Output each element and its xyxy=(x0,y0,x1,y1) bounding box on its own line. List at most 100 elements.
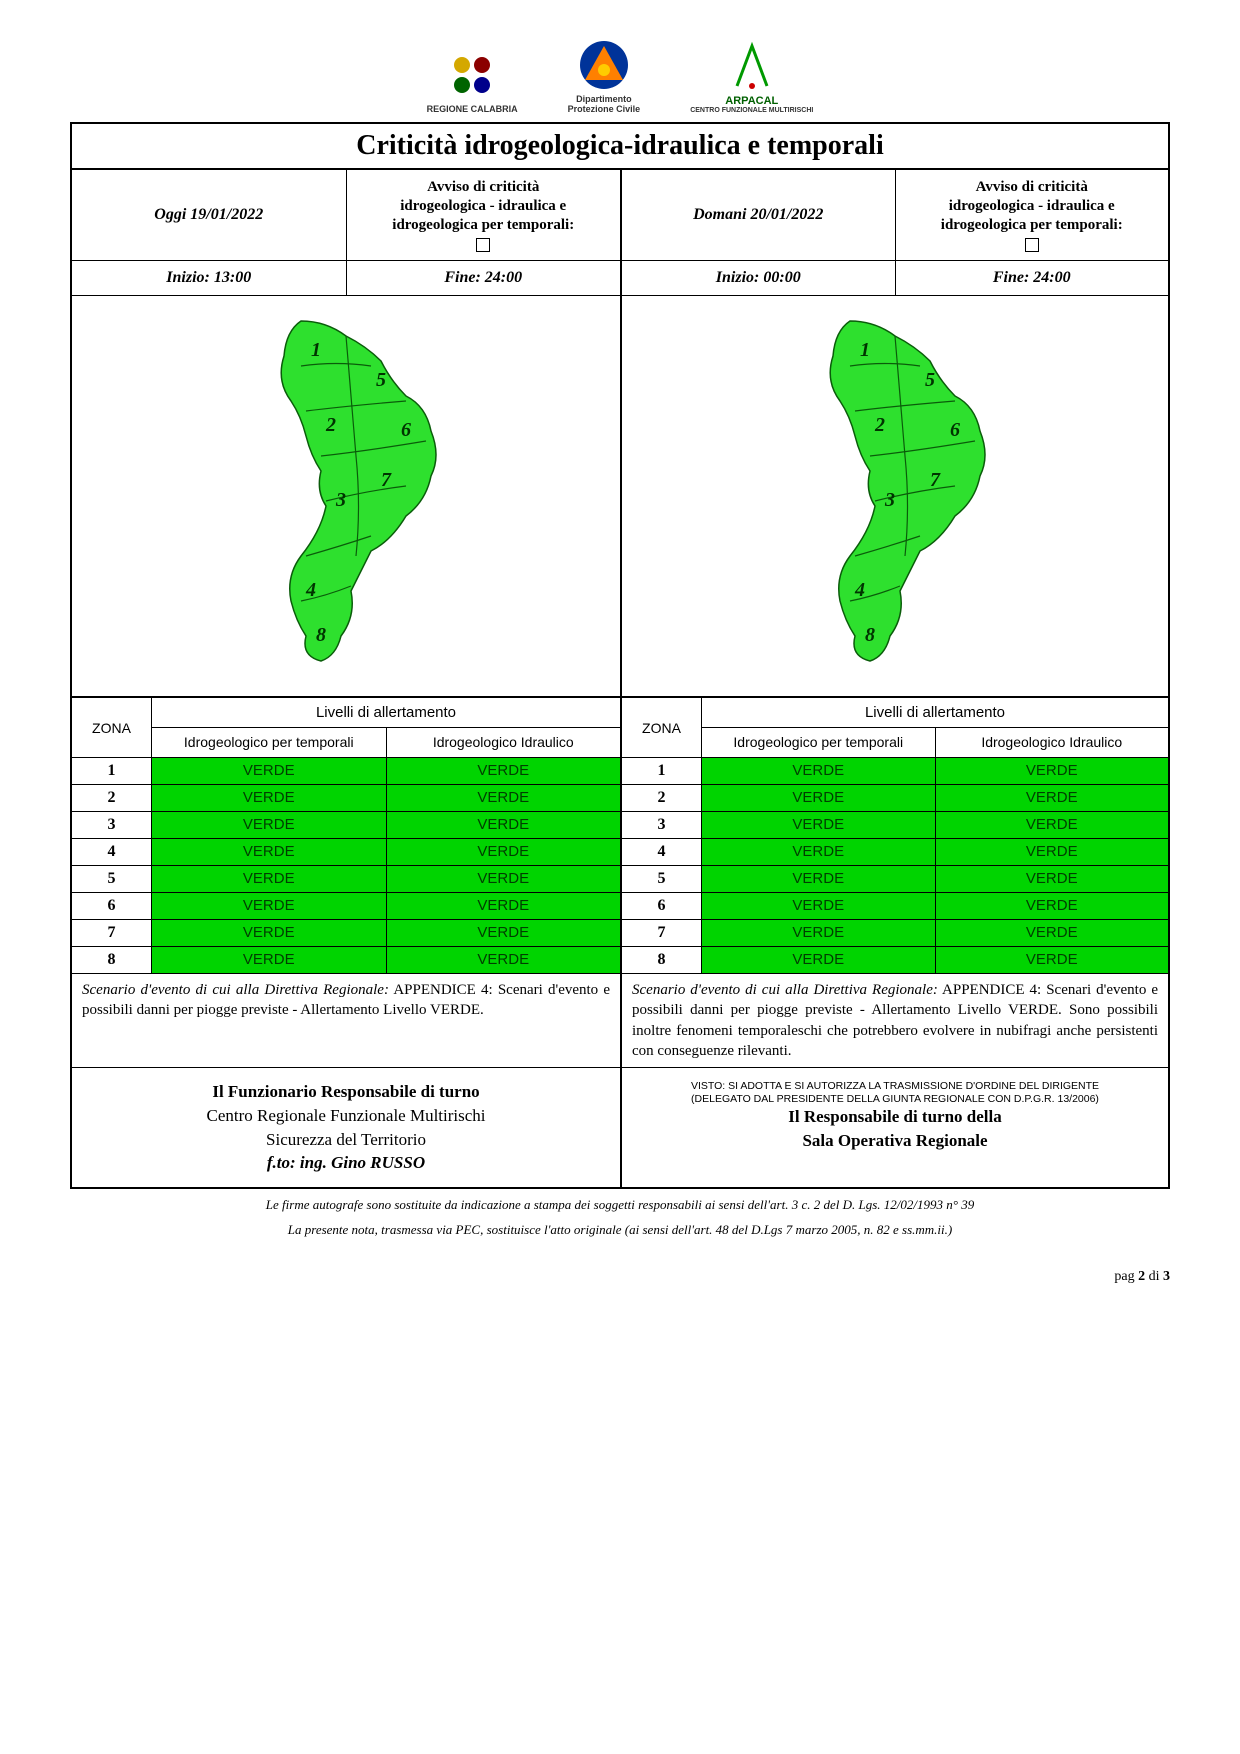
livelli-title-tomorrow: Livelli di allertamento xyxy=(702,698,1168,728)
alert-temp-tomorrow: VERDE xyxy=(702,893,935,919)
zona-cell: 7 xyxy=(622,920,702,946)
alert-temp-today: VERDE xyxy=(152,893,386,919)
svg-text:4: 4 xyxy=(305,579,316,601)
alert-idr-today: VERDE xyxy=(386,785,621,811)
logo-pc-label-2: Protezione Civile xyxy=(568,104,641,114)
scenario-row: Scenario d'evento di cui alla Direttiva … xyxy=(72,973,1168,1067)
svg-text:8: 8 xyxy=(316,624,326,646)
zona-cell: 2 xyxy=(622,785,702,811)
alert-rows: 1VERDEVERDE1VERDEVERDE2VERDEVERDE2VERDEV… xyxy=(72,757,1168,973)
svg-text:7: 7 xyxy=(381,469,392,491)
alert-idr-tomorrow: VERDE xyxy=(935,893,1169,919)
livelli-title-today: Livelli di allertamento xyxy=(152,698,620,728)
page-footer: pag 2 di 3 xyxy=(70,1269,1170,1285)
svg-text:6: 6 xyxy=(950,419,960,441)
zona-cell: 8 xyxy=(622,947,702,973)
page-current: 2 xyxy=(1138,1269,1145,1284)
logo-regione: REGIONE CALABRIA xyxy=(427,50,518,114)
page-total: 3 xyxy=(1163,1269,1170,1284)
tomorrow-avviso-3: idrogeologica per temporali: xyxy=(941,216,1123,235)
zona-cell: 4 xyxy=(622,839,702,865)
tomorrow-avviso-1: Avviso di criticità xyxy=(976,178,1088,197)
table-row: 2VERDEVERDE2VERDEVERDE xyxy=(72,784,1168,811)
col-temp-tomorrow: Idrogeologico per temporali xyxy=(702,728,935,757)
table-row: 4VERDEVERDE4VERDEVERDE xyxy=(72,838,1168,865)
table-row: 8VERDEVERDE8VERDEVERDE xyxy=(72,946,1168,973)
svg-text:2: 2 xyxy=(874,414,885,436)
scenario-it-today: Scenario d'evento di cui alla Direttiva … xyxy=(82,982,389,998)
zona-cell: 4 xyxy=(72,839,152,865)
map-tomorrow: 15263748 xyxy=(620,296,1168,696)
zona-cell: 8 xyxy=(72,947,152,973)
alert-temp-today: VERDE xyxy=(152,839,386,865)
logo-arpacal-label: ARPACAL xyxy=(725,95,778,107)
alert-idr-tomorrow: VERDE xyxy=(935,947,1169,973)
svg-text:8: 8 xyxy=(865,624,875,646)
sign-right-small-2: (DELEGATO DAL PRESIDENTE DELLA GIUNTA RE… xyxy=(634,1093,1156,1106)
col-idr-tomorrow: Idrogeologico Idraulico xyxy=(935,728,1169,757)
footnote-1: Le firme autografe sono sostituite da in… xyxy=(70,1197,1170,1214)
table-row: 5VERDEVERDE5VERDEVERDE xyxy=(72,865,1168,892)
today-avviso-1: Avviso di criticità xyxy=(427,178,539,197)
zona-header-tomorrow: ZONA xyxy=(622,698,702,757)
alert-temp-today: VERDE xyxy=(152,812,386,838)
svg-text:7: 7 xyxy=(930,469,941,491)
alert-idr-today: VERDE xyxy=(386,920,621,946)
tomorrow-inizio: Inizio: 00:00 xyxy=(622,261,895,295)
svg-text:6: 6 xyxy=(401,419,411,441)
alert-idr-tomorrow: VERDE xyxy=(935,812,1169,838)
logo-regione-label: REGIONE CALABRIA xyxy=(427,104,518,114)
zona-cell: 7 xyxy=(72,920,152,946)
svg-text:5: 5 xyxy=(376,369,386,391)
alert-idr-today: VERDE xyxy=(386,947,621,973)
alert-temp-tomorrow: VERDE xyxy=(702,839,935,865)
alert-idr-tomorrow: VERDE xyxy=(935,839,1169,865)
page-label: pag xyxy=(1114,1269,1134,1284)
logo-protezione-civile: Dipartimento Protezione Civile xyxy=(568,40,641,114)
tomorrow-avviso-2: idrogeologica - idraulica e xyxy=(949,197,1115,216)
table-row: 1VERDEVERDE1VERDEVERDE xyxy=(72,757,1168,784)
logo-arpacal: ARPACAL CENTRO FUNZIONALE MULTIRISCHI xyxy=(690,41,813,114)
alert-idr-today: VERDE xyxy=(386,866,621,892)
footnote-2: La presente nota, trasmessa via PEC, sos… xyxy=(70,1222,1170,1239)
page-title: Criticità idrogeologica-idraulica e temp… xyxy=(72,124,1168,170)
tomorrow-date: Domani 20/01/2022 xyxy=(622,170,895,260)
tomorrow-checkbox xyxy=(1025,238,1039,252)
alert-idr-tomorrow: VERDE xyxy=(935,920,1169,946)
svg-text:5: 5 xyxy=(925,369,935,391)
logos-row: REGIONE CALABRIA Dipartimento Protezione… xyxy=(70,40,1170,114)
today-inizio: Inizio: 13:00 xyxy=(72,261,346,295)
time-row: Inizio: 13:00 Fine: 24:00 Inizio: 00:00 … xyxy=(72,261,1168,296)
zona-cell: 2 xyxy=(72,785,152,811)
main-container: Criticità idrogeologica-idraulica e temp… xyxy=(70,122,1170,1189)
table-row: 7VERDEVERDE7VERDEVERDE xyxy=(72,919,1168,946)
scenario-it-tomorrow: Scenario d'evento di cui alla Direttiva … xyxy=(632,982,938,998)
alert-temp-tomorrow: VERDE xyxy=(702,947,935,973)
zona-cell: 6 xyxy=(72,893,152,919)
sign-right-1: Il Responsabile di turno della xyxy=(634,1105,1156,1129)
today-avviso-3: idrogeologica per temporali: xyxy=(392,216,574,235)
sign-right-small-1: VISTO: SI ADOTTA E SI AUTORIZZA LA TRASM… xyxy=(634,1080,1156,1093)
zona-cell: 3 xyxy=(72,812,152,838)
map-today: 15263748 xyxy=(72,296,620,696)
today-checkbox xyxy=(476,238,490,252)
alert-temp-tomorrow: VERDE xyxy=(702,812,935,838)
logo-pc-label-1: Dipartimento xyxy=(576,94,632,104)
table-row: 6VERDEVERDE6VERDEVERDE xyxy=(72,892,1168,919)
alert-temp-today: VERDE xyxy=(152,758,386,784)
alert-idr-tomorrow: VERDE xyxy=(935,866,1169,892)
sign-left-4: f.to: ing. Gino RUSSO xyxy=(84,1151,608,1175)
alert-idr-today: VERDE xyxy=(386,812,621,838)
signature-row: Il Funzionario Responsabile di turno Cen… xyxy=(72,1067,1168,1187)
zona-cell: 6 xyxy=(622,893,702,919)
alert-idr-tomorrow: VERDE xyxy=(935,758,1169,784)
alert-temp-tomorrow: VERDE xyxy=(702,920,935,946)
scenario-tomorrow: Scenario d'evento di cui alla Direttiva … xyxy=(620,974,1168,1067)
svg-text:3: 3 xyxy=(335,489,346,511)
alert-temp-tomorrow: VERDE xyxy=(702,866,935,892)
svg-text:1: 1 xyxy=(860,339,870,361)
col-idr-today: Idrogeologico Idraulico xyxy=(386,728,621,757)
page-of: di xyxy=(1149,1269,1160,1284)
sign-right: VISTO: SI ADOTTA E SI AUTORIZZA LA TRASM… xyxy=(620,1068,1168,1187)
alert-temp-today: VERDE xyxy=(152,866,386,892)
